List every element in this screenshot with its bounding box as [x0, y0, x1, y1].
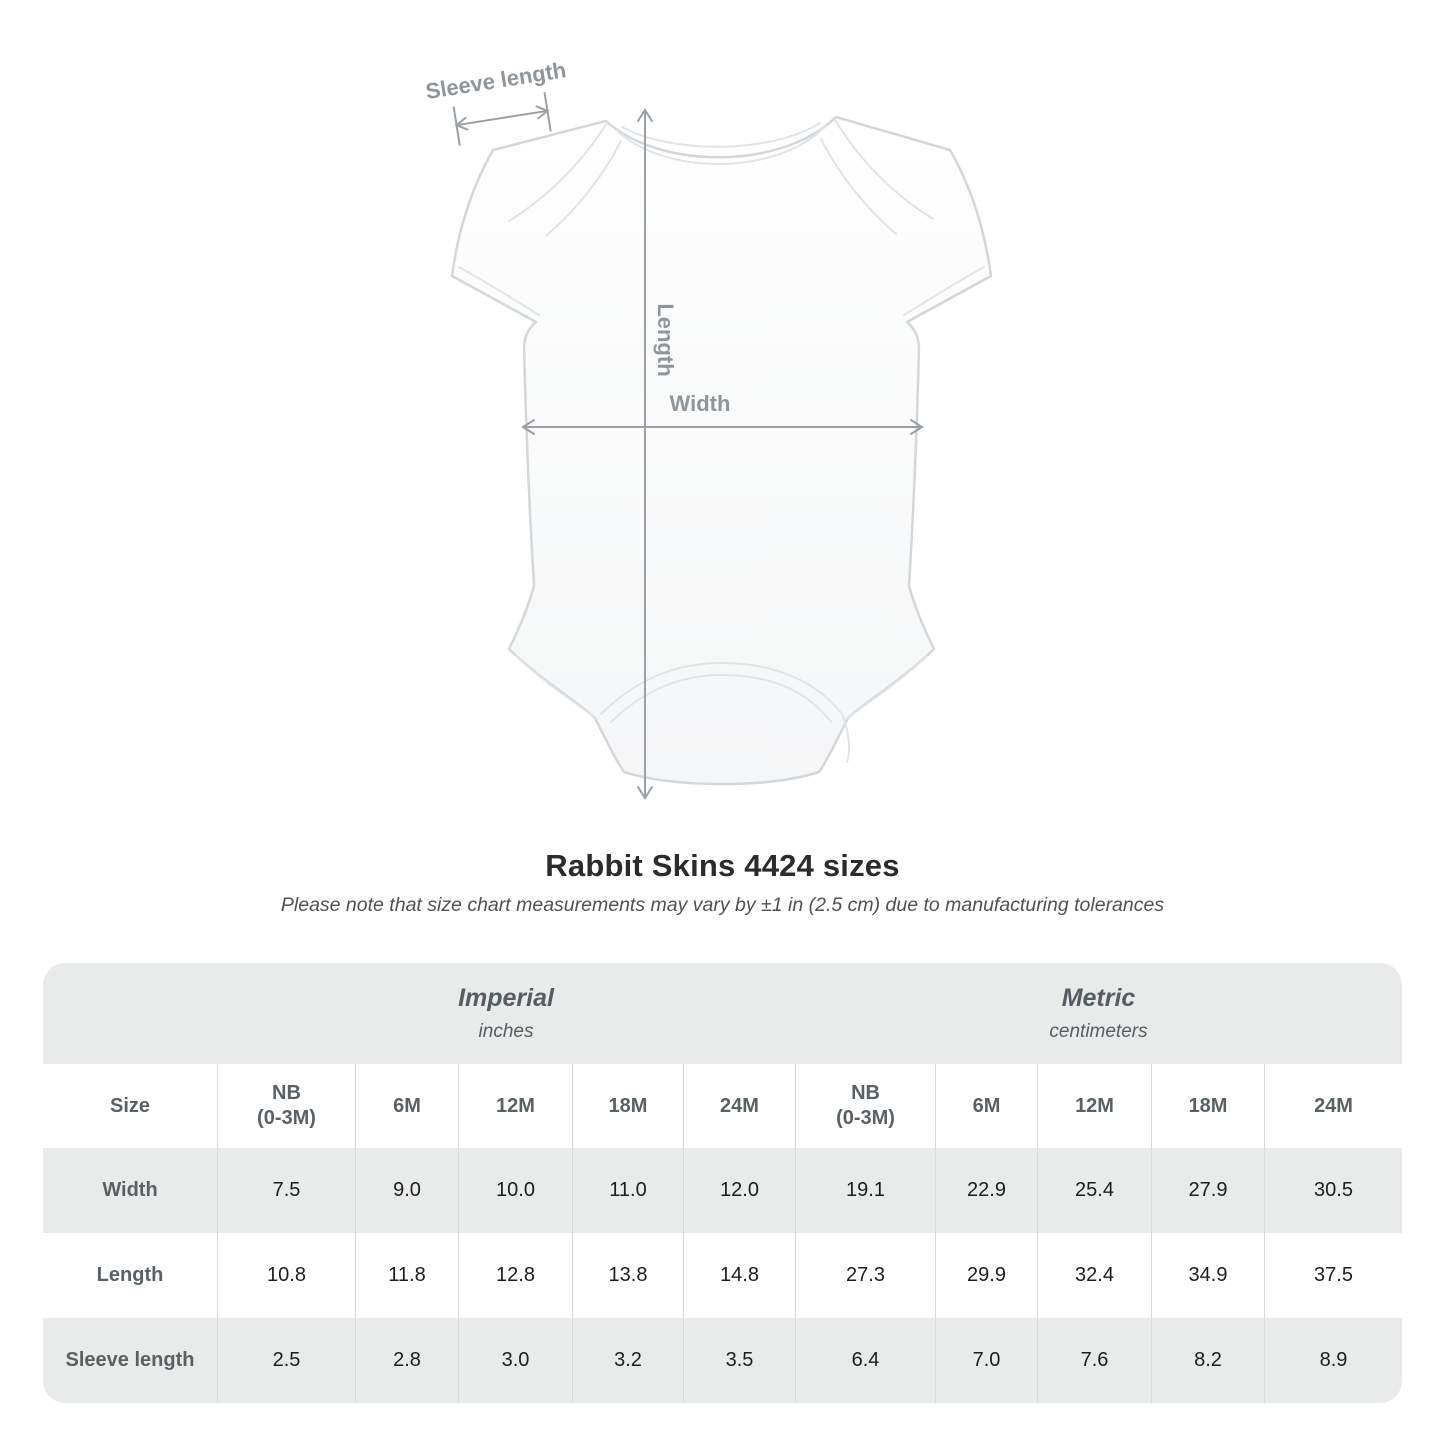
length-value: 12.8: [458, 1233, 572, 1318]
width-label: Width: [670, 391, 731, 416]
width-value: 27.9: [1151, 1148, 1265, 1233]
bodysuit-diagram: Sleeve length Length Width: [424, 57, 993, 800]
crotch-flap-binding: [610, 673, 832, 723]
length-value: 32.4: [1037, 1233, 1152, 1318]
column-header-nb-metric: NB (0-3M): [795, 1064, 936, 1148]
metric-group-header: Metric centimeters: [795, 963, 1403, 1064]
row-label-width: Width: [43, 1148, 217, 1233]
width-value: 22.9: [935, 1148, 1038, 1233]
width-value: 12.0: [683, 1148, 796, 1233]
bodysuit-outline: [450, 115, 993, 786]
metric-label: Metric: [1061, 984, 1136, 1012]
leg-binding-left: [515, 655, 598, 720]
shoulder-fold-right-outer: [834, 119, 934, 220]
width-value: 7.5: [217, 1148, 355, 1233]
size-header-row: Size NB (0-3M) 6M 12M 18M 24M NB (0-3M) …: [43, 1064, 1403, 1148]
sleeve-length-value: 8.9: [1264, 1318, 1403, 1403]
length-value: 29.9: [935, 1233, 1038, 1318]
imperial-label: Imperial: [458, 984, 554, 1012]
sleeve-length-value: 6.4: [795, 1318, 936, 1403]
column-header-18m-imperial: 18M: [572, 1064, 683, 1148]
tolerance-note: Please note that size chart measurements…: [280, 894, 1165, 916]
row-label-sleeve-length: Sleeve length: [43, 1318, 217, 1403]
dimension-annotations: [452, 92, 924, 800]
bodysuit-seams: [458, 119, 985, 763]
shoulder-fold-left-inner: [545, 140, 622, 237]
page-title: Rabbit Skins 4424 sizes: [545, 848, 900, 883]
width-value: 11.0: [572, 1148, 683, 1233]
width-row: Width 7.5 9.0 10.0 11.0 12.0 19.1 22.9 2…: [43, 1148, 1403, 1233]
sleeve-length-value: 3.0: [458, 1318, 572, 1403]
length-value: 14.8: [683, 1233, 796, 1318]
sleeve-length-value: 8.2: [1151, 1318, 1265, 1403]
length-dimension-line: [637, 108, 653, 800]
width-dimension-line: [521, 419, 924, 435]
column-header-nb-imperial: NB (0-3M): [217, 1064, 355, 1148]
length-value: 13.8: [572, 1233, 683, 1318]
bodysuit: [450, 115, 993, 786]
length-value: 10.8: [217, 1233, 355, 1318]
sleeve-length-value: 7.6: [1037, 1318, 1152, 1403]
column-header-18m-metric: 18M: [1151, 1064, 1265, 1148]
width-value: 19.1: [795, 1148, 936, 1233]
column-header-6m-imperial: 6M: [355, 1064, 458, 1148]
sleeve-length-value: 2.8: [355, 1318, 458, 1403]
length-value: 34.9: [1151, 1233, 1265, 1318]
size-chart-table: Imperial inches Metric centimeters Size …: [43, 963, 1403, 1403]
leg-binding-right: [845, 655, 928, 720]
neckline-ribbing-seam: [615, 125, 827, 165]
sleeve-hem-left: [458, 266, 540, 316]
shoulder-fold-left-outer: [508, 122, 608, 222]
width-value: 25.4: [1037, 1148, 1152, 1233]
length-value: 37.5: [1264, 1233, 1403, 1318]
length-value: 11.8: [355, 1233, 458, 1318]
column-header-12m-metric: 12M: [1037, 1064, 1152, 1148]
metric-unit-label: centimeters: [1049, 1021, 1148, 1042]
imperial-unit-label: inches: [478, 1021, 534, 1042]
column-header-12m-imperial: 12M: [458, 1064, 572, 1148]
imperial-group-header: Imperial inches: [217, 963, 796, 1064]
group-corner-cell: [43, 963, 217, 1064]
shoulder-fold-right-inner: [820, 138, 897, 235]
length-label: Length: [653, 303, 678, 376]
width-value: 30.5: [1264, 1148, 1403, 1233]
width-value: 9.0: [355, 1148, 458, 1233]
sleeve-length-value: 3.5: [683, 1318, 796, 1403]
sleeve-length-arrow: [452, 92, 552, 146]
column-header-24m-metric: 24M: [1264, 1064, 1403, 1148]
unit-group-header-row: Imperial inches Metric centimeters: [43, 963, 1403, 1064]
sleeve-length-row: Sleeve length 2.5 2.8 3.0 3.2 3.5 6.4 7.…: [43, 1318, 1403, 1403]
sleeve-length-value: 7.0: [935, 1318, 1038, 1403]
back-neck-seam: [621, 122, 821, 148]
column-header-24m-imperial: 24M: [683, 1064, 796, 1148]
row-label-length: Length: [43, 1233, 217, 1318]
column-header-6m-metric: 6M: [935, 1064, 1038, 1148]
sleeve-length-value: 3.2: [572, 1318, 683, 1403]
length-row: Length 10.8 11.8 12.8 13.8 14.8 27.3 29.…: [43, 1233, 1403, 1318]
sleeve-length-value: 2.5: [217, 1318, 355, 1403]
width-value: 10.0: [458, 1148, 572, 1233]
length-value: 27.3: [795, 1233, 936, 1318]
size-corner-header: Size: [43, 1064, 217, 1148]
crotch-flap-seam: [600, 661, 851, 763]
sleeve-hem-right: [903, 266, 985, 316]
